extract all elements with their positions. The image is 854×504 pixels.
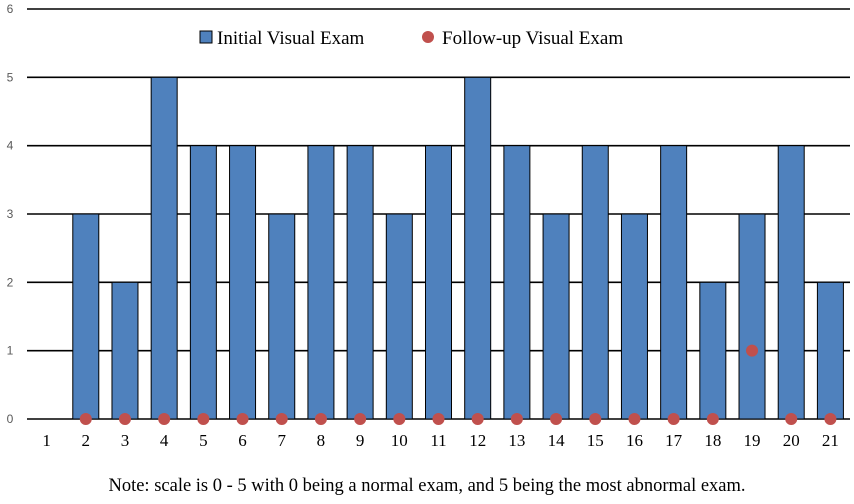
marker-5: [197, 413, 210, 425]
bar-12: [464, 76, 492, 420]
x-tick-label: 15: [587, 431, 604, 450]
marker-10: [393, 413, 406, 425]
bar-18: [699, 281, 727, 420]
chart-note: Note: scale is 0 - 5 with 0 being a norm…: [108, 476, 746, 496]
marker-11: [432, 413, 445, 425]
bar-20: [777, 145, 805, 420]
x-tick-label: 13: [508, 431, 525, 450]
marker-14: [550, 413, 563, 425]
bar-9: [346, 145, 374, 420]
legend-label-follow-up: Follow-up Visual Exam: [442, 28, 623, 49]
marker-19: [746, 344, 759, 357]
y-tick-label: 5: [7, 70, 14, 84]
x-tick-label: 21: [822, 431, 839, 450]
y-tick-label: 0: [7, 412, 14, 426]
y-tick-label: 4: [7, 139, 14, 153]
x-tick-label: 4: [160, 431, 169, 450]
bar-21: [816, 281, 844, 420]
marker-3: [118, 413, 131, 425]
x-tick-label: 8: [317, 431, 326, 450]
marker-8: [314, 413, 327, 425]
bar-4: [150, 76, 178, 420]
bar-2: [72, 213, 100, 420]
marker-12: [471, 413, 484, 425]
marker-9: [354, 413, 367, 425]
legend-swatch-initial: [199, 30, 213, 44]
x-tick-label: 10: [391, 431, 408, 450]
bar-15: [581, 145, 609, 420]
bar-13: [503, 145, 531, 420]
markers-follow-up-visual-exam: [79, 344, 837, 425]
x-tick-label: 1: [42, 431, 51, 450]
x-tick-label: 12: [469, 431, 486, 450]
marker-16: [628, 413, 641, 425]
x-tick-label: 18: [704, 431, 721, 450]
marker-15: [589, 413, 602, 425]
bar-8: [307, 145, 335, 420]
x-tick-label: 11: [430, 431, 446, 450]
x-tick-label: 9: [356, 431, 365, 450]
bar-17: [660, 145, 688, 420]
bar-5: [189, 145, 217, 420]
x-tick-label: 2: [82, 431, 91, 450]
x-tick-label: 7: [277, 431, 286, 450]
marker-17: [667, 413, 680, 425]
y-axis-ticks: 0 1 2 3 4 5 6: [7, 2, 14, 426]
bar-11: [425, 145, 452, 420]
y-tick-label: 3: [7, 207, 14, 221]
x-tick-label: 16: [626, 431, 643, 450]
x-tick-label: 17: [665, 431, 683, 450]
marker-13: [510, 413, 523, 425]
legend: Initial Visual Exam Follow-up Visual Exa…: [199, 28, 623, 49]
bar-10: [385, 213, 413, 420]
x-tick-label: 20: [783, 431, 800, 450]
marker-4: [158, 413, 171, 425]
y-tick-label: 2: [7, 275, 14, 289]
y-tick-label: 6: [7, 2, 14, 16]
bar-7: [268, 213, 296, 420]
x-tick-label: 5: [199, 431, 208, 450]
x-tick-label: 6: [238, 431, 247, 450]
marker-21: [824, 413, 837, 425]
legend-label-initial: Initial Visual Exam: [217, 28, 365, 49]
bar-16: [620, 213, 648, 420]
x-axis-ticks: 1 2 3 4 5 6 7 8 9 10 11 12 13 14 15 16 17 18 19 20 21: [42, 431, 839, 450]
marker-7: [275, 413, 288, 425]
x-tick-label: 19: [744, 431, 761, 450]
y-tick-label: 1: [7, 344, 14, 358]
bar-19: [738, 213, 766, 420]
x-tick-label: 3: [121, 431, 130, 450]
bar-6: [229, 145, 257, 420]
bars-initial-visual-exam: [72, 76, 844, 420]
x-tick-label: 14: [548, 431, 566, 450]
bar-3: [111, 281, 139, 420]
marker-6: [236, 413, 249, 425]
bar-14: [542, 213, 570, 420]
legend-swatch-follow-up: [422, 31, 434, 43]
marker-20: [785, 413, 798, 425]
marker-18: [706, 413, 719, 425]
marker-2: [79, 413, 92, 425]
